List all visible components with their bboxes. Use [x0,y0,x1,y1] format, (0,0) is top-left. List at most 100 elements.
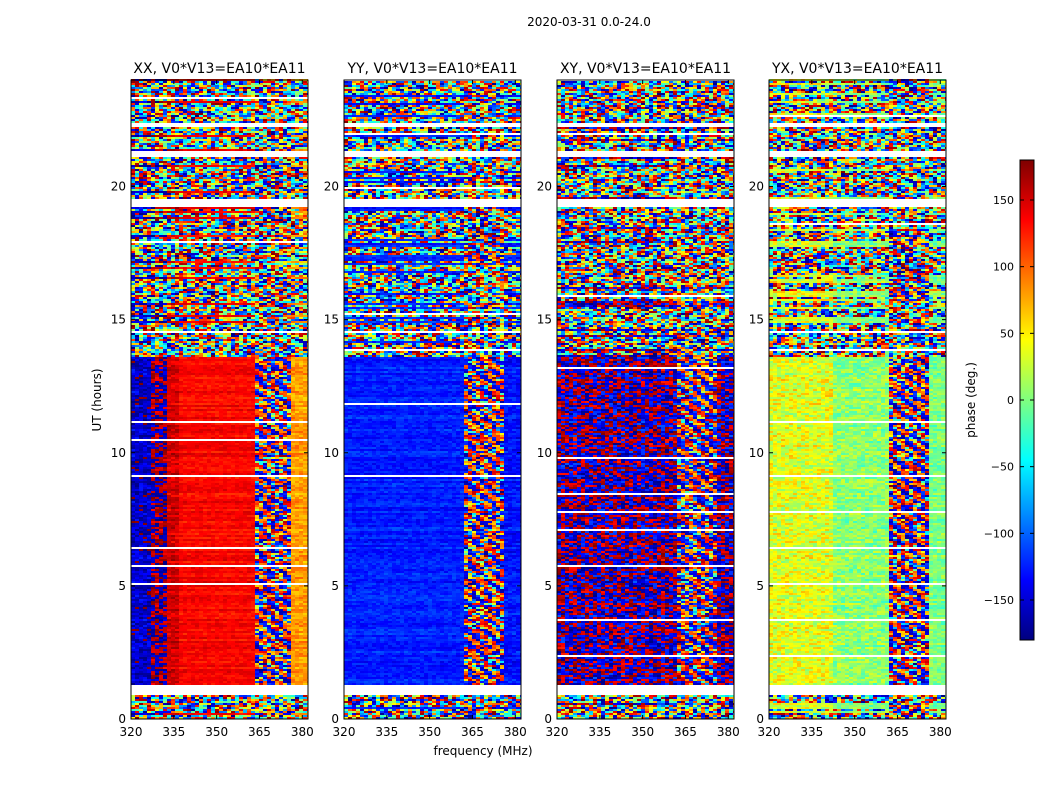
phase-cell [159,641,163,643]
phase-cell [151,655,155,657]
phase-cell [291,699,295,701]
phase-cell [267,641,271,643]
phase-cell [283,573,287,575]
phase-cell [143,621,147,623]
phase-cell [215,623,219,625]
phase-cell [219,711,223,713]
phase-cell [263,587,267,589]
phase-cell [251,611,255,613]
phase-cell [159,585,163,587]
phase-cell [231,605,235,607]
phase-cell [259,481,263,483]
phase-cell [147,659,151,661]
phase-cell [207,507,211,509]
phase-cell [207,581,211,583]
phase-cell [215,563,219,565]
phase-cell [295,671,299,673]
phase-cell [167,493,171,495]
phase-cell [219,657,223,659]
phase-cell [303,485,307,487]
phase-cell [179,491,183,493]
phase-cell [219,623,223,625]
phase-cell [199,711,203,713]
phase-cell [227,697,231,699]
phase-cell [179,623,183,625]
phase-cell [259,517,263,519]
phase-cell [227,595,231,597]
phase-cell [159,571,163,573]
phase-cell [275,603,279,605]
phase-cell [191,697,195,699]
phase-cell [235,557,239,559]
phase-cell [155,491,159,493]
phase-cell [227,497,231,499]
phase-cell [239,709,243,711]
phase-cell [203,553,207,555]
phase-cell [159,553,163,555]
phase-cell [175,633,179,635]
phase-cell [271,645,275,647]
phase-cell [171,485,175,487]
phase-cell [207,549,211,551]
phase-cell [183,709,187,711]
phase-cell [151,541,155,543]
phase-cell [275,625,279,627]
phase-cell [207,525,211,527]
phase-cell [203,667,207,669]
phase-cell [143,567,147,569]
phase-cell [135,623,139,625]
phase-cell [231,639,235,641]
phase-cell [211,711,215,713]
phase-cell [211,617,215,619]
phase-cell [287,651,291,653]
phase-cell [287,717,291,719]
phase-cell [267,557,271,559]
phase-cell [215,611,219,613]
phase-cell [167,531,171,533]
phase-cell [247,513,251,515]
phase-cell [259,595,263,597]
phase-cell [207,665,211,667]
phase-cell [195,483,199,485]
phase-cell [251,499,255,501]
phase-cell [251,643,255,645]
phase-cell [199,601,203,603]
phase-cell [171,611,175,613]
phase-cell [143,701,147,703]
phase-cell [295,575,299,577]
phase-cell [223,605,227,607]
phase-cell [211,497,215,499]
phase-cell [215,513,219,515]
phase-cell [203,653,207,655]
phase-cell [283,665,287,667]
phase-cell [211,557,215,559]
phase-cell [199,625,203,627]
phase-cell [255,633,259,635]
phase-cell [227,581,231,583]
phase-cell [227,483,231,485]
phase-cell [267,613,271,615]
phase-cell [227,619,231,621]
phase-cell [247,535,251,537]
phase-cell [239,569,243,571]
phase-cell [291,645,295,647]
phase-cell [147,629,151,631]
phase-cell [151,519,155,521]
phase-cell [271,507,275,509]
phase-cell [155,495,159,497]
phase-cell [251,509,255,511]
phase-cell [167,619,171,621]
phase-cell [255,621,259,623]
phase-cell [243,487,247,489]
phase-cell [139,577,143,579]
phase-cell [267,539,271,541]
phase-cell [271,595,275,597]
phase-cell [271,581,275,583]
phase-cell [167,683,171,685]
phase-cell [219,521,223,523]
phase-cell [155,653,159,655]
phase-cell [175,617,179,619]
phase-cell [187,641,191,643]
phase-cell [175,535,179,537]
phase-cell [263,567,267,569]
